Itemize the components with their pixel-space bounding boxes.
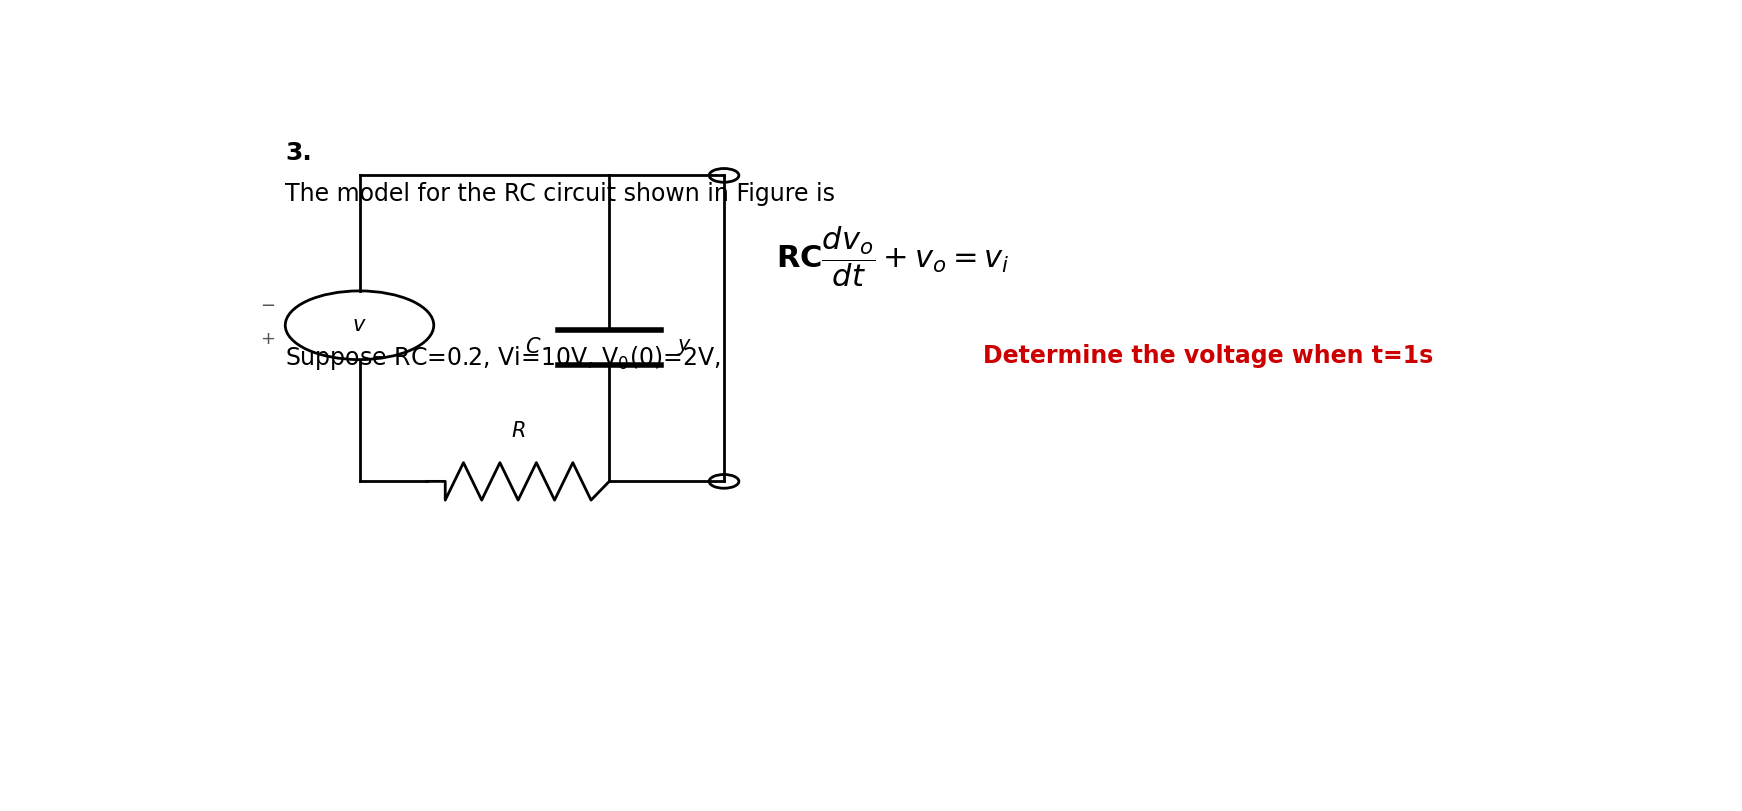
Text: $v$: $v$ (352, 315, 368, 335)
Text: The model for the RC circuit shown in Figure is: The model for the RC circuit shown in Fi… (286, 182, 834, 206)
Text: 3.: 3. (286, 141, 312, 165)
Text: $R$: $R$ (510, 421, 526, 441)
Text: $C$: $C$ (526, 337, 542, 357)
Text: $\mathbf{RC}\dfrac{dv_o}{dt} + v_o = v_i$: $\mathbf{RC}\dfrac{dv_o}{dt} + v_o = v_i… (775, 224, 1010, 289)
Text: −: − (260, 298, 275, 315)
Circle shape (709, 474, 739, 488)
Text: Determine the voltage when t=1s: Determine the voltage when t=1s (982, 344, 1434, 368)
Text: Suppose RC=0.2, Vi=10V, V$_0$(0)=2V,: Suppose RC=0.2, Vi=10V, V$_0$(0)=2V, (286, 344, 723, 372)
Circle shape (709, 169, 739, 182)
Text: $y$: $y$ (676, 337, 692, 357)
Text: +: + (260, 330, 275, 348)
